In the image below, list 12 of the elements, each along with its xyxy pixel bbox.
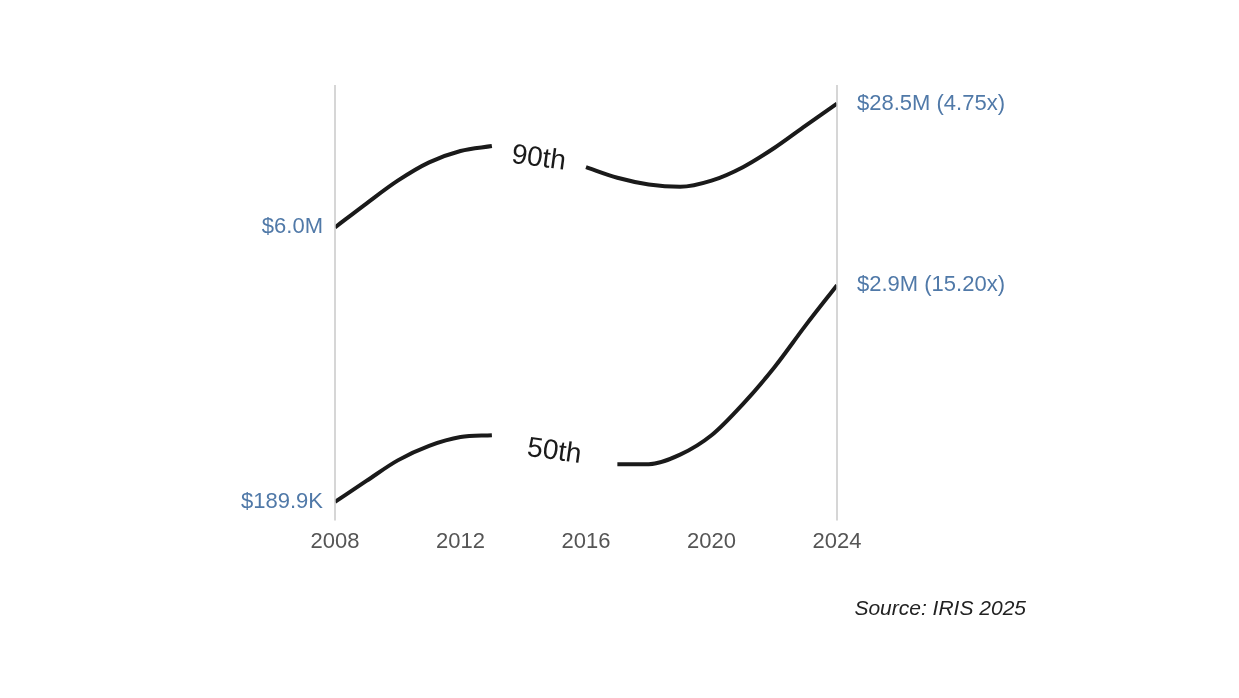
data-label: $6.0M	[261, 213, 323, 239]
text: 50th	[525, 430, 584, 469]
data-label: $28.5M (4.75x)	[857, 89, 1005, 115]
x-tick-label: 2020	[687, 527, 736, 553]
x-tick-label: 2016	[561, 527, 611, 553]
x-tick-label: 2012	[436, 527, 485, 553]
source-note: Source: IRIS 2025	[854, 596, 1027, 620]
text: 90th	[509, 137, 568, 176]
data-label: $2.9M (15.20x)	[857, 271, 1005, 297]
x-tick-label: 2008	[310, 527, 360, 553]
data-label: $189.9K	[241, 487, 324, 513]
x-tick-label: 2024	[812, 527, 862, 553]
